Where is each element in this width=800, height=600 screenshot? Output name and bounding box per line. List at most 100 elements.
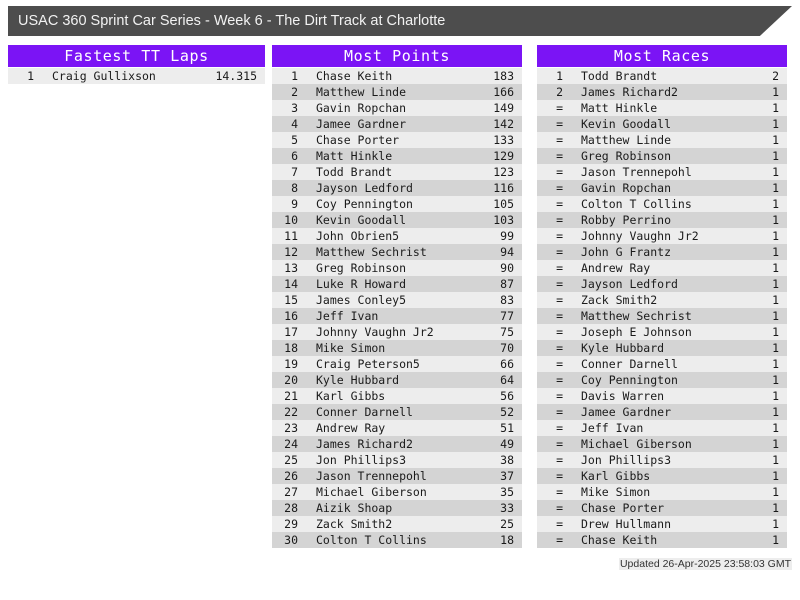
row-rank: 24 xyxy=(284,437,298,451)
table-row: 16 Jeff Ivan 77 xyxy=(272,308,522,324)
row-rank: = xyxy=(556,469,563,483)
row-value: 1 xyxy=(772,501,779,515)
row-value: 116 xyxy=(493,181,514,195)
row-value: 1 xyxy=(772,341,779,355)
row-rank: 2 xyxy=(556,85,563,99)
row-driver-name: Matthew Sechrist xyxy=(581,309,692,323)
row-rank: 26 xyxy=(284,469,298,483)
row-value: 1 xyxy=(772,373,779,387)
table-row: 2 James Richard2 1 xyxy=(537,84,787,100)
table-row: 7 Todd Brandt 123 xyxy=(272,164,522,180)
table-row: = Jayson Ledford 1 xyxy=(537,276,787,292)
row-driver-name: Michael Giberson xyxy=(581,437,692,451)
row-driver-name: Kevin Goodall xyxy=(581,117,672,131)
row-driver-name: Colton T Collins xyxy=(316,533,427,547)
row-value: 1 xyxy=(772,165,779,179)
table-row: = Greg Robinson 1 xyxy=(537,148,787,164)
row-driver-name: Matthew Linde xyxy=(581,133,672,147)
row-rank: = xyxy=(556,389,563,403)
row-value: 25 xyxy=(500,517,514,531)
row-value: 1 xyxy=(772,421,779,435)
row-driver-name: Kyle Hubbard xyxy=(581,341,665,355)
row-value: 87 xyxy=(500,277,514,291)
column-body-most-points: 1 Chase Keith 183 2 Matthew Linde 166 3 Gavin R… xyxy=(272,68,522,548)
column-fastest-tt-laps: Fastest TT Laps 1 Craig Gullixson 14.315 xyxy=(8,45,265,84)
row-driver-name: Kyle Hubbard xyxy=(316,373,400,387)
table-row: = Michael Giberson 1 xyxy=(537,436,787,452)
row-driver-name: Mike Simon xyxy=(581,485,651,499)
row-driver-name: Craig Peterson5 xyxy=(316,357,420,371)
row-driver-name: Matt Hinkle xyxy=(316,149,393,163)
table-row: = Chase Porter 1 xyxy=(537,500,787,516)
row-value: 133 xyxy=(493,133,514,147)
row-value: 166 xyxy=(493,85,514,99)
row-rank: 23 xyxy=(284,421,298,435)
row-value: 2 xyxy=(772,69,779,83)
table-row: = Jamee Gardner 1 xyxy=(537,404,787,420)
table-row: 13 Greg Robinson 90 xyxy=(272,260,522,276)
table-row: = Chase Keith 1 xyxy=(537,532,787,548)
row-rank: = xyxy=(556,261,563,275)
row-driver-name: Matt Hinkle xyxy=(581,101,658,115)
row-driver-name: James Richard2 xyxy=(581,85,678,99)
table-row: 8 Jayson Ledford 116 xyxy=(272,180,522,196)
row-rank: = xyxy=(556,341,563,355)
column-header-fastest-tt-laps: Fastest TT Laps xyxy=(8,45,265,67)
row-value: 1 xyxy=(772,181,779,195)
row-value: 99 xyxy=(500,229,514,243)
row-value: 1 xyxy=(772,517,779,531)
row-driver-name: Jason Trennepohl xyxy=(581,165,692,179)
row-driver-name: Jayson Ledford xyxy=(316,181,413,195)
row-driver-name: Aizik Shoap xyxy=(316,501,393,515)
row-value: 14.315 xyxy=(215,69,257,83)
row-value: 1 xyxy=(772,85,779,99)
row-value: 1 xyxy=(772,245,779,259)
table-row: 17 Johnny Vaughn Jr2 75 xyxy=(272,324,522,340)
row-rank: = xyxy=(556,485,563,499)
row-rank: = xyxy=(556,501,563,515)
table-row: 23 Andrew Ray 51 xyxy=(272,420,522,436)
row-rank: 4 xyxy=(291,117,298,131)
row-driver-name: Greg Robinson xyxy=(581,149,672,163)
table-row: 12 Matthew Sechrist 94 xyxy=(272,244,522,260)
row-value: 38 xyxy=(500,453,514,467)
table-row: 2 Matthew Linde 166 xyxy=(272,84,522,100)
row-rank: 9 xyxy=(291,197,298,211)
row-value: 1 xyxy=(772,405,779,419)
table-row: 24 James Richard2 49 xyxy=(272,436,522,452)
row-driver-name: Coy Pennington xyxy=(316,197,413,211)
row-rank: = xyxy=(556,101,563,115)
row-value: 90 xyxy=(500,261,514,275)
row-value: 1 xyxy=(772,293,779,307)
row-driver-name: John G Frantz xyxy=(581,245,672,259)
row-rank: = xyxy=(556,213,563,227)
row-rank: = xyxy=(556,293,563,307)
row-value: 1 xyxy=(772,325,779,339)
row-rank: = xyxy=(556,197,563,211)
title-bar-background xyxy=(8,6,792,36)
row-driver-name: Jamee Gardner xyxy=(581,405,672,419)
row-value: 1 xyxy=(772,101,779,115)
row-rank: 27 xyxy=(284,485,298,499)
row-rank: 1 xyxy=(27,69,34,83)
row-rank: = xyxy=(556,533,563,547)
row-rank: 28 xyxy=(284,501,298,515)
table-row: 30 Colton T Collins 18 xyxy=(272,532,522,548)
row-value: 64 xyxy=(500,373,514,387)
row-driver-name: Andrew Ray xyxy=(581,261,651,275)
row-driver-name: Johnny Vaughn Jr2 xyxy=(316,325,434,339)
table-row: = Kyle Hubbard 1 xyxy=(537,340,787,356)
row-value: 51 xyxy=(500,421,514,435)
row-rank: = xyxy=(556,149,563,163)
row-value: 18 xyxy=(500,533,514,547)
table-row: 1 Todd Brandt 2 xyxy=(537,68,787,84)
row-driver-name: Luke R Howard xyxy=(316,277,407,291)
row-rank: = xyxy=(556,181,563,195)
table-row: 6 Matt Hinkle 129 xyxy=(272,148,522,164)
row-rank: 20 xyxy=(284,373,298,387)
table-row: = Davis Warren 1 xyxy=(537,388,787,404)
page-title: USAC 360 Sprint Car Series - Week 6 - Th… xyxy=(18,13,446,29)
row-driver-name: Jon Phillips3 xyxy=(581,453,672,467)
table-row: = Zack Smith2 1 xyxy=(537,292,787,308)
